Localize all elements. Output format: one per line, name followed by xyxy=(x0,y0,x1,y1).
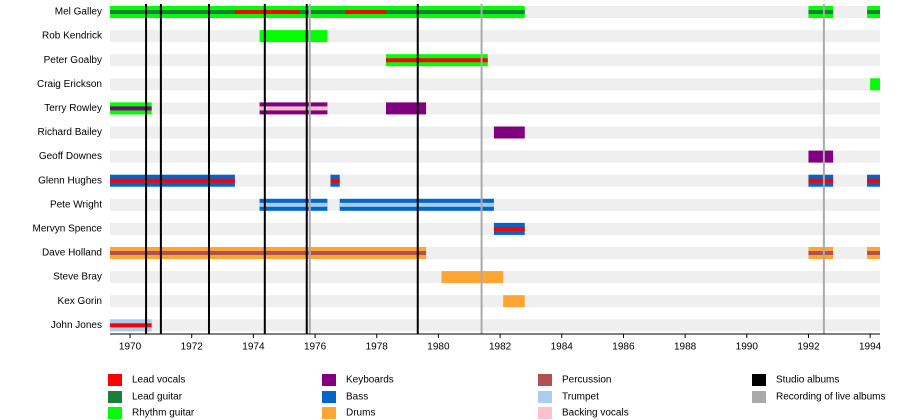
member-name: Mervyn Spence xyxy=(33,224,103,235)
membership-bar xyxy=(110,10,525,14)
member-name: Terry Rowley xyxy=(44,103,102,114)
x-tick-label: 1984 xyxy=(551,342,574,353)
row-stripe xyxy=(110,295,880,308)
membership-bar xyxy=(493,226,525,231)
member-name: Peter Goalby xyxy=(44,55,102,66)
legend-swatch xyxy=(322,374,336,386)
legend-label: Keyboards xyxy=(346,375,394,386)
member-name: Pete Wright xyxy=(50,199,102,210)
membership-bar xyxy=(345,10,386,14)
member-name: Glenn Hughes xyxy=(38,175,102,186)
membership-bar xyxy=(441,271,504,284)
membership-bar xyxy=(503,295,525,308)
membership-bar xyxy=(259,106,328,111)
legend-swatch xyxy=(538,374,552,386)
row-stripe xyxy=(110,78,880,91)
membership-bar xyxy=(385,58,488,63)
row-stripe xyxy=(110,30,880,43)
x-tick-label: 1980 xyxy=(427,342,450,353)
member-name: Rob Kendrick xyxy=(42,31,103,42)
membership-bar xyxy=(808,178,834,183)
row-stripe xyxy=(110,150,880,163)
legend-label: Studio albums xyxy=(776,375,839,386)
member-name: Craig Erickson xyxy=(37,79,102,90)
x-tick-label: 1974 xyxy=(242,342,265,353)
membership-bar xyxy=(870,78,880,91)
x-tick-label: 1992 xyxy=(797,342,820,353)
legend-swatch xyxy=(108,391,122,403)
x-tick-label: 1988 xyxy=(674,342,697,353)
membership-bar xyxy=(259,30,328,43)
legend-label: Trumpet xyxy=(562,392,599,403)
legend-swatch xyxy=(538,391,552,403)
membership-bar xyxy=(234,10,300,14)
x-tick-label: 1982 xyxy=(489,342,512,353)
x-tick-label: 1994 xyxy=(859,342,882,353)
legend-label: Rhythm guitar xyxy=(132,408,195,419)
x-tick-label: 1970 xyxy=(119,342,142,353)
x-tick-label: 1976 xyxy=(304,342,327,353)
x-tick-label: 1990 xyxy=(736,342,759,353)
legend-swatch xyxy=(322,407,336,419)
legend-swatch xyxy=(752,391,766,403)
membership-bar xyxy=(330,178,340,183)
legend-swatch xyxy=(538,407,552,419)
x-tick-label: 1978 xyxy=(366,342,389,353)
member-name: Dave Holland xyxy=(42,248,102,259)
membership-bar xyxy=(867,178,880,183)
row-stripe xyxy=(110,319,880,332)
row-stripe xyxy=(110,174,880,187)
membership-bar xyxy=(808,150,834,163)
membership-bar xyxy=(808,10,834,14)
legend-label: Recording of live albums xyxy=(776,392,886,403)
membership-bar xyxy=(385,102,427,115)
x-tick-label: 1972 xyxy=(181,342,204,353)
legend-swatch xyxy=(752,374,766,386)
membership-bar xyxy=(867,10,880,14)
legend-label: Lead vocals xyxy=(132,375,185,386)
membership-bar xyxy=(110,251,427,255)
x-tick-label: 1986 xyxy=(612,342,635,353)
membership-bar xyxy=(259,202,328,207)
row-stripe xyxy=(110,54,880,67)
legend-label: Drums xyxy=(346,408,375,419)
membership-bar xyxy=(867,251,880,255)
legend-label: Lead guitar xyxy=(132,392,183,403)
member-name: Richard Bailey xyxy=(38,127,102,138)
member-name: Geoff Downes xyxy=(39,151,102,162)
member-name: John Jones xyxy=(51,320,102,331)
legend-label: Backing vocals xyxy=(562,408,629,419)
legend-label: Percussion xyxy=(562,375,611,386)
row-stripe xyxy=(110,198,880,211)
legend-swatch xyxy=(108,407,122,419)
legend-label: Bass xyxy=(346,392,368,403)
member-name: Kex Gorin xyxy=(58,296,102,307)
member-name: Mel Galley xyxy=(55,7,102,18)
membership-bar xyxy=(493,126,525,139)
membership-bar xyxy=(110,106,152,111)
legend-swatch xyxy=(322,391,336,403)
row-stripe xyxy=(110,102,880,115)
membership-bar xyxy=(110,323,152,328)
member-name: Steve Bray xyxy=(53,272,102,283)
membership-bar xyxy=(110,178,235,183)
legend-swatch xyxy=(108,374,122,386)
membership-bar xyxy=(808,251,834,255)
